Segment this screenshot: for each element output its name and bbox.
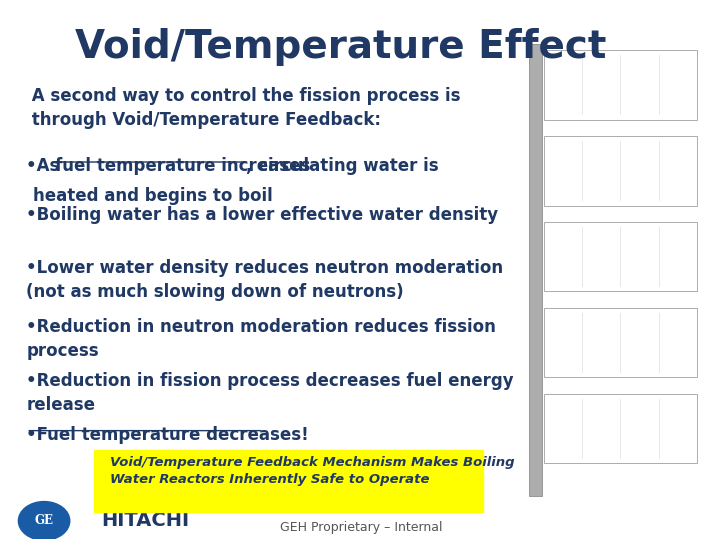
Text: Void/Temperature Feedback Mechanism Makes Boiling
Water Reactors Inherently Safe: Void/Temperature Feedback Mechanism Make… — [110, 456, 515, 487]
Text: •Boiling water has a lower effective water density: •Boiling water has a lower effective wat… — [26, 206, 498, 224]
Text: GE: GE — [35, 515, 53, 528]
Text: •Lower water density reduces neutron moderation
(not as much slowing down of neu: •Lower water density reduces neutron mod… — [26, 259, 503, 301]
Text: , circulating water is: , circulating water is — [246, 157, 438, 175]
Text: •Reduction in neutron moderation reduces fission
process: •Reduction in neutron moderation reduces… — [26, 319, 496, 360]
Bar — [544, 50, 697, 119]
FancyBboxPatch shape — [94, 450, 483, 512]
Text: fuel temperature increases: fuel temperature increases — [55, 157, 310, 175]
Circle shape — [19, 502, 70, 540]
Text: •As: •As — [26, 157, 66, 175]
Text: •Reduction in fission process decreases fuel energy
release: •Reduction in fission process decreases … — [26, 372, 514, 414]
Text: heated and begins to boil: heated and begins to boil — [33, 187, 273, 205]
Text: A second way to control the fission process is
 through Void/Temperature Feedbac: A second way to control the fission proc… — [26, 87, 461, 129]
Bar — [544, 136, 697, 206]
Text: •Fuel temperature decreases!: •Fuel temperature decreases! — [26, 426, 309, 444]
Bar — [544, 221, 697, 292]
Bar — [544, 308, 697, 377]
Text: HITACHI: HITACHI — [102, 511, 189, 530]
Text: GEH Proprietary – Internal: GEH Proprietary – Internal — [281, 521, 443, 534]
Bar — [544, 394, 697, 463]
Text: Void/Temperature Effect: Void/Temperature Effect — [75, 28, 606, 66]
Bar — [529, 44, 542, 496]
